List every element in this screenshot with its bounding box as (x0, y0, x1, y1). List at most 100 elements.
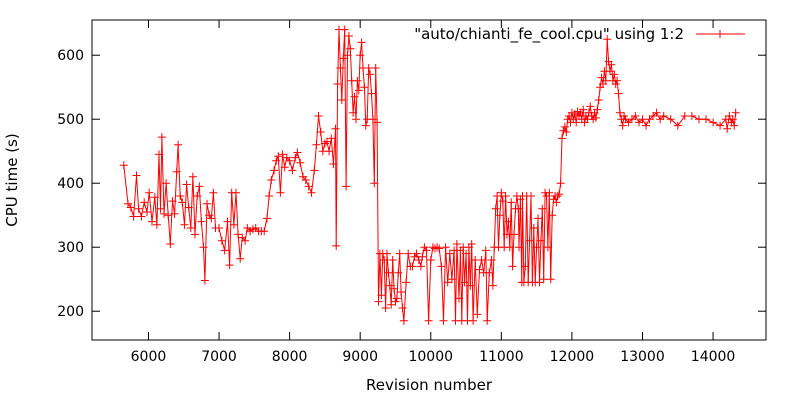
data-point-marker (426, 256, 435, 264)
data-point-marker (384, 268, 393, 277)
data-point-marker (337, 96, 346, 104)
data-point-marker (687, 112, 696, 120)
data-point-marker (597, 73, 606, 82)
data-point-marker (455, 294, 463, 303)
data-point-marker (558, 134, 566, 143)
data-point-marker (498, 197, 507, 206)
data-point-marker (562, 128, 571, 136)
data-point-marker (381, 304, 390, 312)
data-point-marker (666, 115, 675, 124)
data-point-marker (263, 214, 271, 223)
data-point-marker (607, 60, 616, 69)
data-point-marker (129, 212, 138, 221)
data-point-marker (346, 44, 355, 53)
data-point-marker (143, 208, 151, 216)
data-point-marker (220, 246, 229, 255)
data-point-marker (234, 230, 243, 239)
data-point-marker (495, 211, 504, 220)
data-point-marker (631, 112, 640, 120)
data-point-marker (333, 80, 342, 88)
data-point-marker (680, 112, 689, 120)
data-point-marker (361, 121, 370, 130)
data-point-marker (195, 182, 204, 191)
data-point-marker (487, 256, 496, 264)
data-point-marker (191, 230, 199, 239)
data-point-marker (527, 192, 535, 200)
data-point-marker (441, 243, 450, 252)
y-tick-label: 200 (57, 304, 84, 320)
data-point-marker (443, 278, 452, 287)
data-point-marker (327, 134, 336, 143)
data-point-marker (288, 166, 297, 175)
data-point-marker (548, 211, 557, 220)
data-point-marker (493, 192, 502, 200)
y-axis-label: CPU time (s) (3, 133, 21, 226)
data-point-marker (353, 76, 362, 85)
data-point-marker (229, 220, 238, 229)
data-point-marker (366, 70, 375, 79)
data-point-marker (267, 176, 276, 184)
data-point-marker (186, 224, 195, 232)
data-point-marker (702, 115, 710, 124)
data-point-marker (507, 198, 516, 207)
data-point-marker (399, 316, 408, 325)
data-point-marker (320, 139, 329, 148)
data-point-marker (730, 121, 739, 130)
data-point-marker (397, 288, 406, 296)
data-point-marker (532, 243, 541, 252)
data-point-marker (148, 217, 156, 226)
data-point-marker (491, 204, 500, 213)
data-point-marker (332, 241, 341, 250)
data-point-marker (606, 67, 614, 76)
data-point-marker (412, 249, 421, 258)
data-point-marker (205, 211, 214, 220)
data-point-marker (501, 192, 510, 200)
data-point-marker (579, 105, 588, 114)
legend-label: "auto/chianti_fe_cool.cpu" using 1:2 (414, 25, 684, 44)
plot-frame (91, 19, 767, 341)
data-point-marker (349, 108, 358, 117)
data-point-marker (293, 148, 302, 157)
x-tick-label: 7000 (201, 349, 237, 365)
data-point-marker (223, 217, 232, 226)
data-point-marker (586, 102, 595, 111)
data-point-marker (370, 179, 379, 188)
data-point-marker (174, 140, 183, 149)
y-tick-label: 400 (57, 176, 84, 192)
data-point-marker (265, 192, 274, 200)
data-point-marker (535, 278, 544, 287)
data-point-marker (473, 310, 482, 319)
data-point-marker (539, 275, 548, 284)
data-point-marker (416, 262, 425, 271)
data-point-marker (649, 112, 658, 120)
data-point-marker (182, 180, 191, 189)
data-point-marker (373, 118, 382, 127)
x-tick-label: 8000 (272, 349, 308, 365)
data-point-marker (555, 190, 564, 199)
data-point-marker (314, 112, 323, 120)
data-point-marker (514, 204, 523, 213)
data-point-marker (481, 246, 490, 255)
data-point-marker (364, 64, 373, 72)
data-point-marker (435, 244, 444, 253)
data-point-marker (280, 163, 289, 172)
data-point-marker (723, 124, 732, 133)
data-point-marker (529, 224, 538, 232)
data-point-marker (488, 281, 497, 290)
data-point-marker (197, 217, 206, 226)
data-point-marker (725, 112, 734, 120)
data-point-marker (126, 203, 135, 212)
data-point-marker (546, 275, 555, 284)
series-markers (119, 25, 740, 325)
data-point-marker (475, 265, 484, 274)
data-point-marker (402, 278, 411, 287)
data-point-marker (439, 316, 448, 325)
data-point-marker (155, 150, 163, 159)
data-point-marker (618, 121, 627, 130)
data-point-marker (410, 252, 419, 261)
data-point-marker (391, 297, 400, 306)
data-point-marker (225, 261, 234, 270)
data-point-marker (193, 192, 202, 200)
data-point-marker (285, 156, 294, 165)
data-point-marker (572, 118, 581, 127)
